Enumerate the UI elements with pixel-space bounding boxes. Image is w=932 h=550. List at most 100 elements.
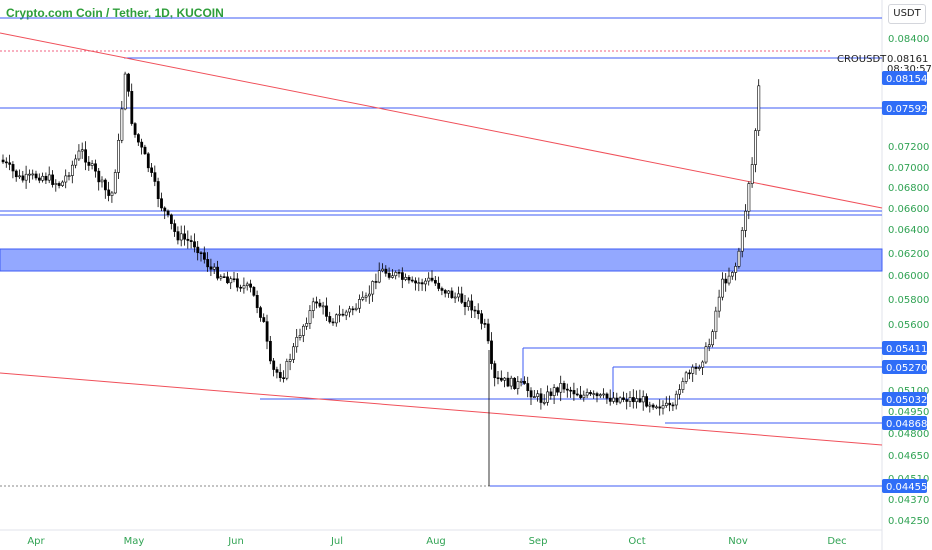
candle-body: [658, 406, 662, 409]
candle-body: [311, 301, 315, 311]
price-tag-bg: [882, 416, 927, 430]
candle-body: [71, 164, 74, 176]
candle-body: [67, 175, 71, 177]
currency-button[interactable]: USDT: [888, 4, 926, 24]
lower-trend-line: [0, 372, 883, 446]
candle-body: [123, 73, 127, 110]
candle-body: [734, 266, 738, 273]
candle-body: [113, 172, 117, 194]
candle-body: [127, 73, 130, 92]
candle-body: [137, 134, 140, 143]
candle-body: [410, 279, 414, 282]
candle-body: [384, 268, 388, 274]
candle-body: [239, 286, 243, 289]
candle-body: [298, 335, 302, 338]
candle-body: [437, 282, 441, 289]
candle-body: [579, 394, 583, 398]
y-tick-label: 0.05800: [888, 295, 929, 306]
candle-body: [183, 233, 187, 240]
candle-body: [216, 266, 220, 279]
candle-body: [186, 238, 190, 241]
candle-body: [278, 372, 282, 379]
price-tag-bg: [882, 341, 927, 355]
candle-body: [556, 387, 559, 393]
candle-body: [420, 282, 424, 285]
candle-body: [358, 299, 361, 309]
candle-body: [193, 241, 196, 248]
x-tick-label: Nov: [728, 536, 748, 547]
candle-body: [331, 321, 335, 324]
candle-body: [249, 283, 253, 288]
candle-body: [717, 296, 721, 312]
candle-body: [499, 377, 503, 381]
countdown-label: 08:30:57: [887, 64, 932, 75]
candle-body: [321, 305, 325, 308]
candle-body: [506, 377, 510, 387]
y-tick-label: 0.06600: [888, 204, 929, 215]
x-tick-label: Dec: [827, 536, 846, 547]
candle-body: [622, 397, 625, 400]
price-tag-label: 0.07592: [886, 104, 927, 115]
candle-body: [661, 405, 665, 409]
candle-body: [189, 240, 193, 243]
candle-body: [714, 310, 718, 333]
candle-body: [325, 305, 328, 317]
candle-body: [532, 396, 536, 398]
candle-body: [608, 397, 612, 402]
candle-body: [117, 139, 121, 173]
y-tick-label: 0.06800: [888, 183, 929, 194]
candle-body: [361, 296, 365, 300]
candle-body: [107, 189, 111, 196]
candle-body: [315, 301, 319, 304]
candles: [1, 71, 761, 486]
candle-body: [559, 383, 563, 393]
candle-body: [513, 377, 517, 389]
candle-body: [562, 383, 566, 390]
x-tick-label: Jul: [330, 536, 343, 547]
y-tick-label: 0.07000: [888, 163, 929, 174]
price-tag-bg: [882, 479, 927, 493]
candle-body: [503, 377, 507, 381]
candle-body: [341, 313, 345, 316]
candle-body: [407, 276, 411, 281]
candle-body: [54, 183, 58, 185]
candle-body: [671, 404, 675, 407]
candle-body: [750, 164, 754, 184]
candle-body: [334, 314, 338, 324]
candle-body: [483, 323, 487, 325]
candle-body: [516, 381, 520, 389]
candle-body: [740, 230, 744, 252]
candle-body: [575, 393, 579, 396]
candle-body: [602, 393, 606, 396]
candle-body: [417, 282, 421, 284]
candle-body: [480, 313, 484, 324]
candle-body: [711, 331, 715, 346]
candle-body: [255, 295, 259, 308]
candle-body: [565, 388, 569, 391]
price-tags: 0.08154 0.07592 0.05411 0.05270 0.05032 0.048…: [882, 71, 927, 493]
candle-body: [651, 404, 655, 408]
y-tick-label: 0.04950: [888, 407, 929, 418]
candle-body: [595, 393, 599, 397]
candle-body: [338, 313, 342, 316]
candle-body: [140, 141, 144, 148]
candle-body: [44, 175, 48, 181]
candle-body: [170, 214, 173, 224]
candle-body: [526, 383, 530, 391]
candle-body: [166, 210, 170, 216]
candle-body: [37, 177, 41, 181]
candle-body: [199, 252, 203, 255]
price-tag-bg: [882, 101, 927, 115]
candle-body: [61, 181, 64, 186]
candle-body: [612, 397, 616, 402]
candle-body: [592, 393, 596, 395]
candle-body: [146, 153, 150, 169]
candle-body: [292, 346, 295, 360]
candle-body: [87, 161, 91, 166]
candle-body: [691, 366, 695, 374]
candle-body: [539, 393, 543, 403]
candle-body: [509, 377, 513, 387]
y-tick-label: 0.08400: [888, 34, 929, 45]
candle-body: [391, 275, 394, 278]
